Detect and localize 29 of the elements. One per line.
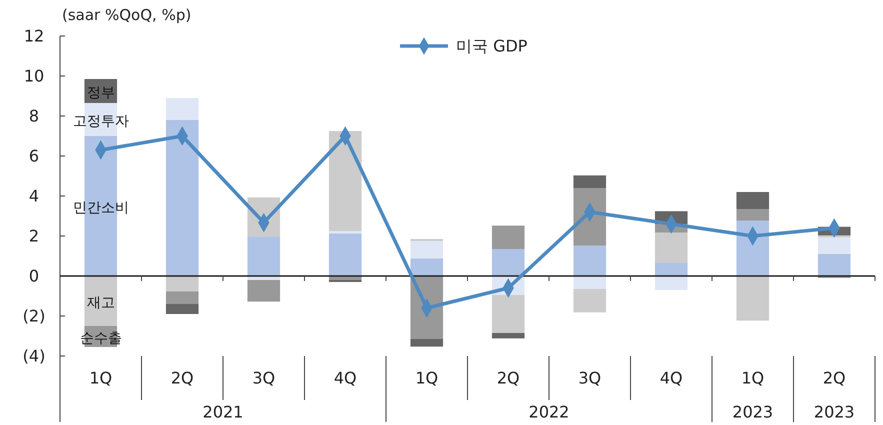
text: 2023 — [814, 402, 855, 422]
y-tick-label: 10 — [24, 66, 44, 86]
text: 2021 — [202, 402, 244, 422]
y-tick-label: 6 — [28, 146, 40, 166]
legend-label: 미국 GDP — [456, 36, 528, 56]
series-label: 재고 — [86, 294, 115, 311]
x-tick-label: 1Q — [415, 368, 438, 388]
x-tick-label: 2Q — [496, 368, 520, 388]
x-tick-label: 1Q — [741, 368, 764, 388]
x-tick-label: 2Q — [822, 368, 846, 388]
y-tick-label: 12 — [24, 26, 44, 46]
y-tick-label: (4) — [22, 346, 46, 366]
series-label: 고정투자 — [72, 113, 129, 130]
x-tick-label: 4Q — [660, 368, 683, 388]
text: 2022 — [528, 402, 570, 422]
y-tick-label: 0 — [28, 266, 40, 286]
y-tick-label: 4 — [28, 186, 40, 206]
x-tick-label: 1Q — [89, 368, 112, 388]
x-tick-label: 2Q — [170, 368, 194, 388]
x-tick-label: 3Q — [252, 368, 276, 388]
y-tick-label: (2) — [22, 306, 46, 326]
x-tick-label: 4Q — [334, 368, 357, 388]
series-label: 정부 — [86, 84, 115, 101]
y-axis-title: (saar %QoQ, %p) — [62, 6, 192, 24]
y-tick-label: 2 — [28, 226, 40, 246]
y-tick-label: 8 — [28, 106, 40, 126]
text: 2023 — [732, 402, 774, 422]
series-label: 민간소비 — [72, 200, 129, 216]
x-tick-label: 3Q — [578, 368, 602, 388]
